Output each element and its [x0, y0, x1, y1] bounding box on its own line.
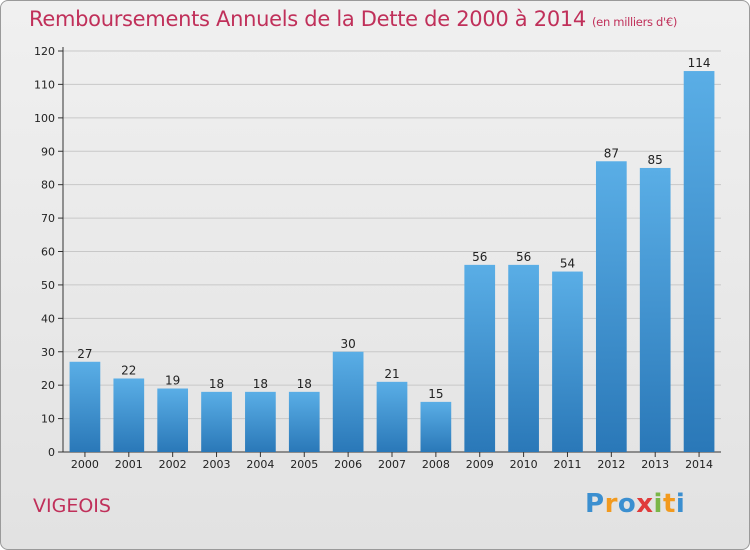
- x-tick-label-2005: 2005: [290, 458, 318, 471]
- x-tick-label-2000: 2000: [71, 458, 99, 471]
- value-label-2011: 54: [560, 257, 575, 271]
- x-tick-label-2008: 2008: [422, 458, 450, 471]
- value-label-2014: 114: [688, 56, 711, 70]
- value-label-2010: 56: [516, 250, 531, 264]
- commune-name: VIGEOIS: [33, 495, 111, 517]
- labels: 0 10 20 30 40 50 60 70 80 90 100 110 120 27 2000 22 2001…: [34, 45, 713, 471]
- y-tick-label: 70: [41, 212, 55, 225]
- value-label-2004: 18: [253, 377, 268, 391]
- x-tick-label-2006: 2006: [334, 458, 362, 471]
- bar-2007: [376, 381, 408, 452]
- y-tick-label: 0: [48, 446, 55, 459]
- value-label-2007: 21: [384, 367, 399, 381]
- logo-letter: r: [604, 489, 618, 519]
- bar-2009: [464, 264, 496, 452]
- value-label-2005: 18: [297, 377, 312, 391]
- value-label-2012: 87: [604, 146, 619, 160]
- x-tick-label-2004: 2004: [246, 458, 274, 471]
- bar-2004: [245, 391, 276, 452]
- y-tick-label: 90: [41, 145, 55, 158]
- x-tick-label-2010: 2010: [510, 458, 538, 471]
- bar-2014: [683, 71, 715, 453]
- bars: [69, 71, 715, 453]
- x-tick-label-2014: 2014: [685, 458, 713, 471]
- x-tick-label-2002: 2002: [159, 458, 187, 471]
- value-label-2008: 15: [428, 387, 443, 401]
- x-tick-label-2012: 2012: [597, 458, 625, 471]
- bar-2006: [332, 351, 364, 452]
- y-tick-label: 30: [41, 346, 55, 359]
- value-label-2000: 27: [77, 347, 92, 361]
- y-tick-label: 100: [34, 112, 55, 125]
- bar-2008: [420, 401, 452, 452]
- logo-letter: t: [662, 489, 676, 519]
- bar-2005: [288, 391, 320, 452]
- logo-letter: o: [617, 489, 637, 519]
- value-label-2009: 56: [472, 250, 487, 264]
- proxiti-logo: Proxiti: [585, 489, 685, 519]
- logo-letter: i: [653, 489, 663, 519]
- logo-letter: x: [636, 489, 654, 519]
- bar-2002: [157, 388, 189, 452]
- bar-2001: [113, 378, 145, 452]
- bar-2010: [508, 264, 539, 452]
- y-tick-label: 110: [34, 78, 55, 91]
- value-label-2001: 22: [121, 363, 136, 377]
- bar-2000: [69, 361, 101, 452]
- bar-2013: [639, 167, 671, 453]
- bar-2012: [595, 161, 627, 452]
- y-tick-label: 50: [41, 279, 55, 292]
- bar-2003: [201, 391, 232, 452]
- y-tick-label: 10: [41, 413, 55, 426]
- value-label-2006: 30: [340, 337, 355, 351]
- logo-letter: P: [585, 489, 605, 519]
- value-label-2002: 19: [165, 374, 180, 388]
- logo-letter: i: [675, 489, 686, 519]
- y-tick-label: 80: [41, 179, 55, 192]
- bar-2011: [552, 271, 583, 452]
- x-tick-label-2011: 2011: [553, 458, 581, 471]
- x-tick-label-2013: 2013: [641, 458, 669, 471]
- x-tick-label-2009: 2009: [466, 458, 494, 471]
- y-tick-label: 40: [41, 312, 55, 325]
- value-label-2013: 85: [648, 153, 663, 167]
- x-tick-label-2001: 2001: [115, 458, 143, 471]
- y-tick-label: 60: [41, 246, 55, 259]
- chart-subtitle: (en milliers d'€): [592, 15, 678, 29]
- value-label-2003: 18: [209, 377, 224, 391]
- y-tick-label: 20: [41, 379, 55, 392]
- x-tick-label-2003: 2003: [203, 458, 231, 471]
- chart-title-text: Remboursements Annuels de la Dette de 20…: [29, 7, 586, 31]
- x-tick-label-2007: 2007: [378, 458, 406, 471]
- chart-title: Remboursements Annuels de la Dette de 20…: [29, 7, 677, 31]
- y-tick-label: 120: [34, 45, 55, 58]
